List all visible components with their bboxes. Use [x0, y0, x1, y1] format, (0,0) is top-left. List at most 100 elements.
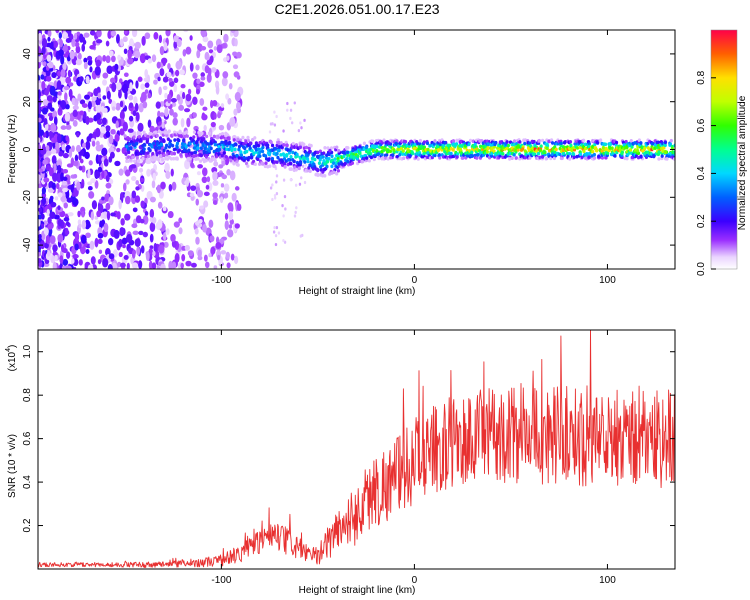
spectrogram-cell — [137, 131, 141, 136]
spectrogram-cell — [68, 148, 73, 158]
spectrogram-cell — [173, 221, 180, 228]
spectrogram-cell — [234, 142, 238, 147]
spectrogram-cell — [624, 139, 628, 144]
spectrogram-cell — [510, 156, 514, 160]
spectrogram-cell — [641, 149, 645, 153]
spectrogram-cell — [561, 151, 566, 156]
spectrogram-cell — [239, 153, 244, 158]
spectrogram-cell — [242, 155, 246, 160]
spectrogram-cell — [139, 177, 145, 183]
spectrogram-cell — [187, 250, 194, 257]
spectrogram-cell — [156, 184, 161, 194]
snr-y-tick-label: 0.4 — [22, 475, 33, 489]
spectrogram-cell — [196, 78, 201, 85]
spectrogram-cell — [237, 156, 241, 160]
spectrogram-cell — [289, 161, 293, 166]
spectrogram-cell — [232, 64, 239, 70]
spectrogram-cell — [582, 149, 586, 154]
spectrogram-cell — [275, 174, 279, 178]
spectrogram-cell — [240, 156, 244, 161]
spectrogram-cell — [604, 146, 608, 151]
spectrogram-cell — [180, 118, 185, 128]
spectrogram-cell — [283, 165, 287, 169]
spectrogram-cell — [89, 30, 96, 36]
spectrogram-cell — [516, 144, 520, 149]
colorbar-tick-label: 0.8 — [696, 70, 707, 84]
spectrogram-cell — [663, 140, 668, 145]
spectrogram-cell — [577, 140, 582, 144]
spectrogram-cell — [97, 259, 102, 265]
spectrogram-cell — [105, 125, 111, 132]
spectrogram-cell — [636, 149, 640, 153]
spectrogram-cell — [192, 96, 198, 106]
spectrogram-cell — [203, 191, 210, 197]
spectrogram-cell — [270, 143, 275, 148]
spectrogram-cell — [137, 76, 143, 82]
spectrogram-cell — [185, 260, 192, 267]
spectrogram-cell — [380, 152, 384, 157]
spectrogram-cell — [95, 127, 101, 138]
spectrogram-cell — [116, 147, 121, 153]
spectrogram-cell — [389, 155, 393, 160]
spectrogram-cell — [62, 258, 69, 266]
spectrogram-cell — [179, 69, 185, 76]
spectrogram-cell — [284, 140, 288, 145]
spectrogram-cell — [200, 46, 207, 51]
spectrogram-cell — [74, 243, 79, 251]
spectrogram-cell — [146, 168, 151, 177]
spectrogram-cell — [45, 234, 51, 244]
spectrogram-cell — [620, 151, 624, 156]
spectrogram-cell — [60, 195, 67, 203]
spectrogram-cell — [78, 165, 83, 171]
spectrogram-cell — [335, 171, 339, 176]
spectrogram-cell — [207, 67, 212, 77]
spectrogram-cell — [61, 180, 68, 186]
spectrogram-cell — [185, 177, 190, 187]
spectrogram-cell — [382, 138, 386, 142]
spectrogram-cell — [72, 120, 78, 127]
spectrogram-cell — [545, 146, 549, 151]
spectrogram-cell — [228, 224, 233, 229]
spectrogram-cell — [157, 129, 161, 134]
spectrogram-cell — [294, 183, 298, 187]
spectrogram-cell — [59, 255, 64, 264]
spectrogram-cell — [120, 218, 125, 226]
spectrogram-cell — [118, 168, 124, 176]
spectrogram-cell — [267, 157, 271, 161]
spectrogram-cell — [226, 169, 231, 176]
spectrogram-cell — [271, 122, 274, 126]
spectrogram-cell — [455, 152, 460, 156]
spectrogram-cell — [202, 36, 209, 43]
spectrogram-cell — [172, 156, 176, 161]
spectrogram-cell — [501, 155, 505, 160]
spectrogram-cell — [663, 143, 667, 148]
spectrogram-cell — [82, 142, 86, 149]
spectrogram-cell — [89, 66, 93, 73]
spectrogram-cell — [287, 158, 291, 162]
spectrogram-cell — [127, 150, 131, 155]
spectrogram-cell — [367, 158, 371, 163]
spectrogram-cell — [49, 195, 54, 201]
spectrogram-cell — [62, 169, 69, 174]
spectrogram-cell — [38, 60, 41, 69]
spectrogram-cell — [219, 196, 224, 204]
spectrogram-cell — [193, 150, 198, 155]
spectrogram-cell — [201, 113, 208, 121]
spectrogram-cell — [258, 154, 262, 158]
spectrogram-cell — [236, 51, 242, 59]
spectrogram-cell — [396, 147, 400, 152]
spectrogram-cell — [506, 143, 510, 148]
spectrogram-cell — [147, 154, 151, 159]
spectrogram-cell — [187, 148, 191, 153]
spectrogram-cell — [68, 82, 74, 87]
spectrogram-cell — [552, 156, 556, 161]
spectrogram-cell — [52, 251, 58, 256]
spectrogram-cell — [288, 148, 292, 152]
spectrogram-cell — [665, 157, 669, 161]
spectrogram-cell — [104, 193, 110, 202]
spectrogram-cell — [65, 124, 72, 130]
spectrogram-y-tick-label: -20 — [22, 190, 33, 205]
spectrogram-cell — [422, 152, 426, 156]
spectrogram-cell — [51, 72, 57, 79]
spectrogram-cell — [297, 129, 301, 133]
